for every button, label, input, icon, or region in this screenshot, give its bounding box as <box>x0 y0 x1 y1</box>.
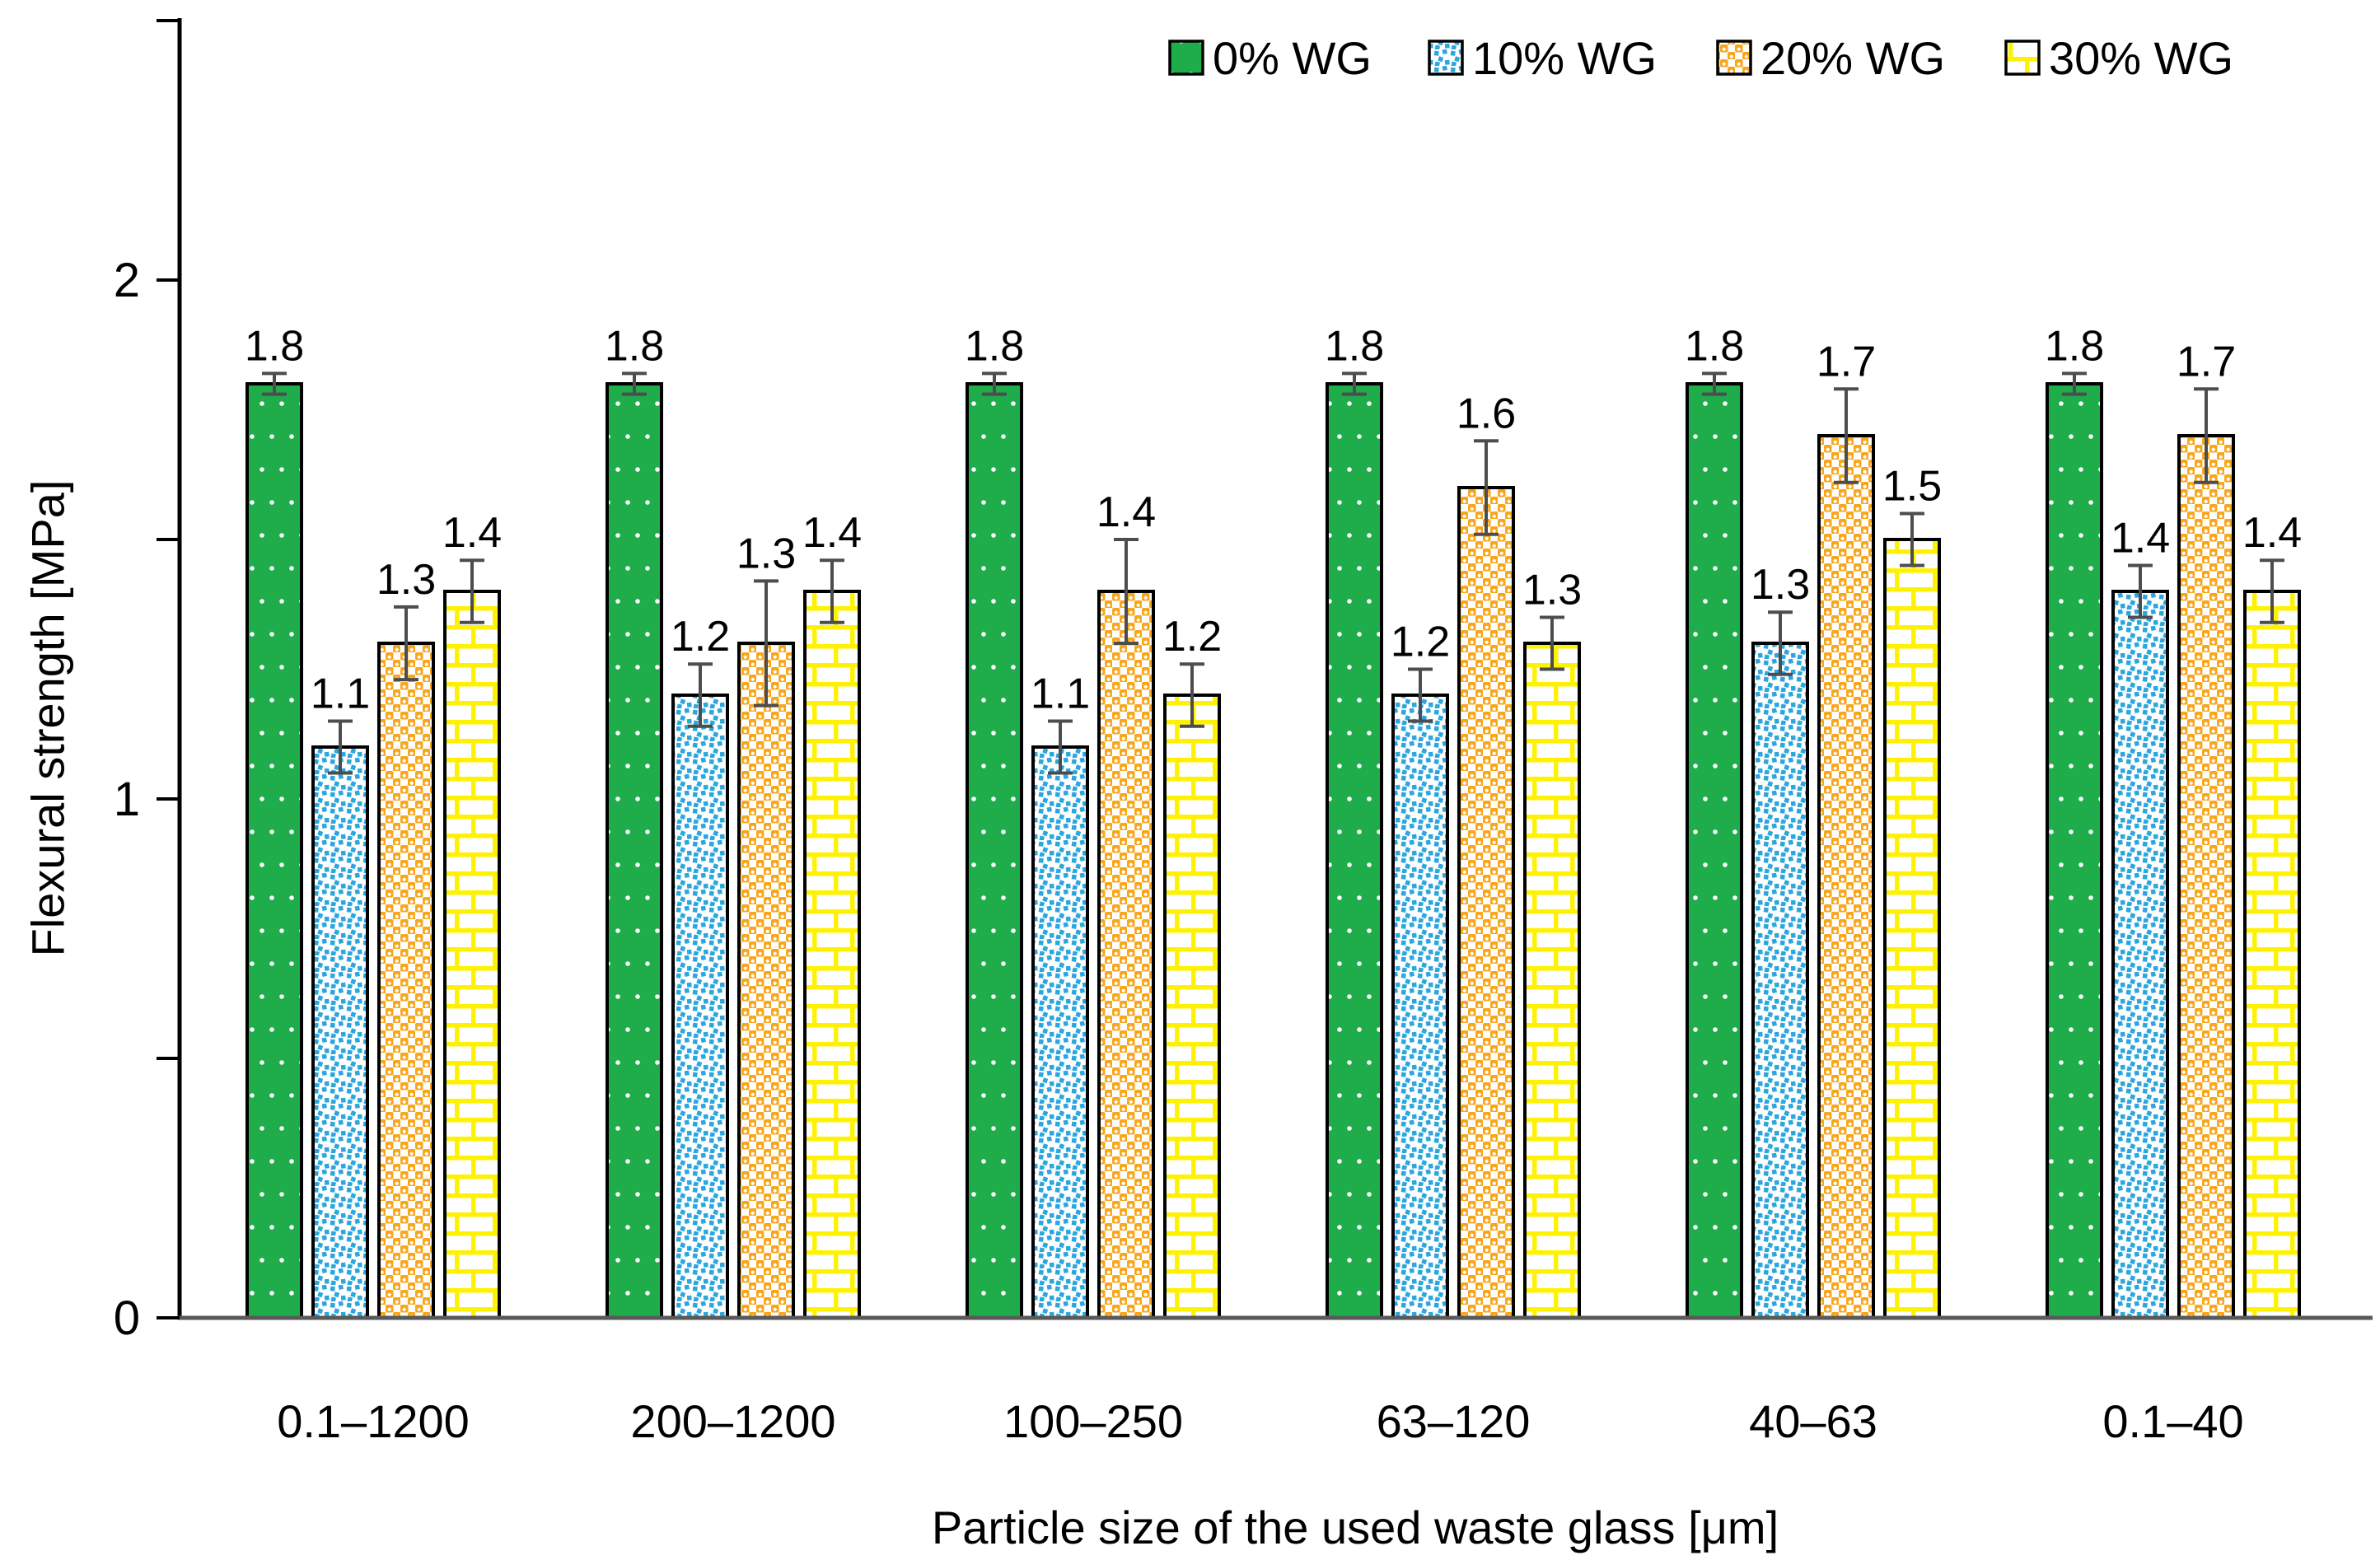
legend-label-0-wg: 0% WG <box>1213 32 1372 84</box>
bar-0-wg-0-1-1200 <box>245 382 303 1319</box>
error-bar-30-wg-200-1200 <box>820 558 844 624</box>
error-bar-0-wg-0-1-40 <box>2062 371 2087 396</box>
error-bar-20-wg-200-1200 <box>754 579 779 708</box>
bar-20-wg-100-250 <box>1097 590 1155 1319</box>
value-label-0-wg-0-1-40: 1.8 <box>2045 322 2104 370</box>
value-label-30-wg-40-63: 1.5 <box>1882 463 1942 511</box>
value-label-20-wg-100-250: 1.4 <box>1096 488 1156 536</box>
bar-20-wg-200-1200 <box>737 642 795 1319</box>
x-axis-title: Particle size of the used waste glass [μ… <box>931 1502 1779 1553</box>
legend-item-20-wg: 20% WG <box>1716 32 1945 84</box>
legend-swatch-20-wg-icon <box>1716 40 1752 76</box>
value-label-20-wg-0-1-1200: 1.3 <box>376 556 436 604</box>
value-label-20-wg-200-1200: 1.3 <box>736 530 796 577</box>
bar-20-wg-63-120 <box>1457 486 1515 1319</box>
x-category-label-0-1-40: 0.1–40 <box>2102 1395 2243 1447</box>
bar-30-wg-100-250 <box>1163 694 1221 1319</box>
value-label-30-wg-200-1200: 1.4 <box>802 509 862 557</box>
legend-swatch-0-wg-icon <box>1168 40 1204 76</box>
bar-20-wg-0-1-40 <box>2177 434 2235 1319</box>
value-label-10-wg-200-1200: 1.2 <box>671 613 730 661</box>
error-bar-20-wg-100-250 <box>1114 538 1139 645</box>
legend-label-10-wg: 10% WG <box>1472 32 1657 84</box>
bar-30-wg-0-1-40 <box>2243 590 2301 1319</box>
bar-0-wg-40-63 <box>1686 382 1743 1319</box>
bar-10-wg-100-250 <box>1031 745 1089 1319</box>
bar-30-wg-0-1-1200 <box>443 590 501 1319</box>
error-bar-30-wg-63-120 <box>1540 615 1564 671</box>
bar-10-wg-0-1-40 <box>2111 590 2169 1319</box>
error-bar-0-wg-0-1-1200 <box>262 371 287 396</box>
bar-30-wg-40-63 <box>1883 538 1941 1319</box>
x-category-label-0-1-1200: 0.1–1200 <box>277 1395 470 1447</box>
bar-10-wg-200-1200 <box>671 694 729 1319</box>
bar-0-wg-200-1200 <box>606 382 663 1319</box>
value-label-0-wg-40-63: 1.8 <box>1685 322 1744 370</box>
legend-swatch-30-wg-icon <box>2004 40 2041 76</box>
x-category-label-100-250: 100–250 <box>1003 1395 1183 1447</box>
value-label-20-wg-40-63: 1.7 <box>1817 338 1876 385</box>
legend-item-30-wg: 30% WG <box>2004 32 2233 84</box>
error-bar-0-wg-40-63 <box>1702 371 1727 396</box>
value-label-0-wg-100-250: 1.8 <box>965 322 1024 370</box>
value-label-30-wg-0-1-1200: 1.4 <box>442 509 502 557</box>
error-bar-10-wg-63-120 <box>1408 667 1433 723</box>
x-category-label-63-120: 63–120 <box>1377 1395 1531 1447</box>
bar-20-wg-0-1-1200 <box>377 642 435 1319</box>
value-label-10-wg-0-1-1200: 1.1 <box>311 670 370 718</box>
value-label-30-wg-63-120: 1.3 <box>1522 567 1582 614</box>
value-label-30-wg-100-250: 1.2 <box>1162 613 1222 661</box>
error-bar-30-wg-100-250 <box>1180 662 1204 728</box>
bar-10-wg-40-63 <box>1751 642 1809 1319</box>
error-bar-30-wg-0-1-40 <box>2260 558 2284 624</box>
error-bar-20-wg-63-120 <box>1474 439 1499 536</box>
bar-0-wg-63-120 <box>1326 382 1383 1319</box>
bar-10-wg-0-1-1200 <box>311 745 369 1319</box>
error-bar-10-wg-100-250 <box>1048 719 1073 775</box>
bar-0-wg-0-1-40 <box>2046 382 2103 1319</box>
value-label-0-wg-200-1200: 1.8 <box>605 322 664 370</box>
value-label-0-wg-0-1-1200: 1.8 <box>245 322 304 370</box>
bar-0-wg-100-250 <box>966 382 1023 1319</box>
legend-item-10-wg: 10% WG <box>1428 32 1657 84</box>
x-category-label-40-63: 40–63 <box>1749 1395 1877 1447</box>
value-label-20-wg-0-1-40: 1.7 <box>2177 338 2236 385</box>
bar-20-wg-40-63 <box>1817 434 1875 1319</box>
error-bar-30-wg-40-63 <box>1900 511 1924 567</box>
y-axis-title: Flexural strength [MPa] <box>21 479 74 957</box>
legend-item-0-wg: 0% WG <box>1168 32 1372 84</box>
error-bar-10-wg-40-63 <box>1768 610 1793 676</box>
legend-swatch-10-wg-icon <box>1428 40 1464 76</box>
value-label-10-wg-100-250: 1.1 <box>1031 670 1090 718</box>
value-label-10-wg-40-63: 1.3 <box>1751 561 1810 609</box>
error-bar-10-wg-0-1-1200 <box>328 719 353 775</box>
x-category-label-200-1200: 200–1200 <box>630 1395 835 1447</box>
value-label-30-wg-0-1-40: 1.4 <box>2242 509 2302 557</box>
y-tick-label-1: 1 <box>114 773 140 826</box>
y-tick-label-0: 0 <box>114 1291 140 1345</box>
value-label-20-wg-63-120: 1.6 <box>1457 390 1516 437</box>
error-bar-0-wg-100-250 <box>982 371 1007 396</box>
error-bar-20-wg-0-1-40 <box>2194 387 2219 484</box>
legend-label-30-wg: 30% WG <box>2049 32 2233 84</box>
bar-10-wg-63-120 <box>1391 694 1449 1319</box>
bar-30-wg-63-120 <box>1523 642 1581 1319</box>
error-bar-10-wg-200-1200 <box>688 662 713 728</box>
value-label-10-wg-0-1-40: 1.4 <box>2111 515 2170 563</box>
bar-30-wg-200-1200 <box>803 590 861 1319</box>
error-bar-10-wg-0-1-40 <box>2128 563 2153 619</box>
legend-label-20-wg: 20% WG <box>1760 32 1945 84</box>
error-bar-0-wg-63-120 <box>1342 371 1367 396</box>
error-bar-20-wg-40-63 <box>1834 387 1859 484</box>
error-bar-30-wg-0-1-1200 <box>460 558 484 624</box>
error-bar-0-wg-200-1200 <box>622 371 647 396</box>
error-bar-20-wg-0-1-1200 <box>394 605 418 682</box>
y-tick-label-2: 2 <box>114 254 140 307</box>
value-label-10-wg-63-120: 1.2 <box>1391 619 1450 666</box>
value-label-0-wg-63-120: 1.8 <box>1325 322 1384 370</box>
